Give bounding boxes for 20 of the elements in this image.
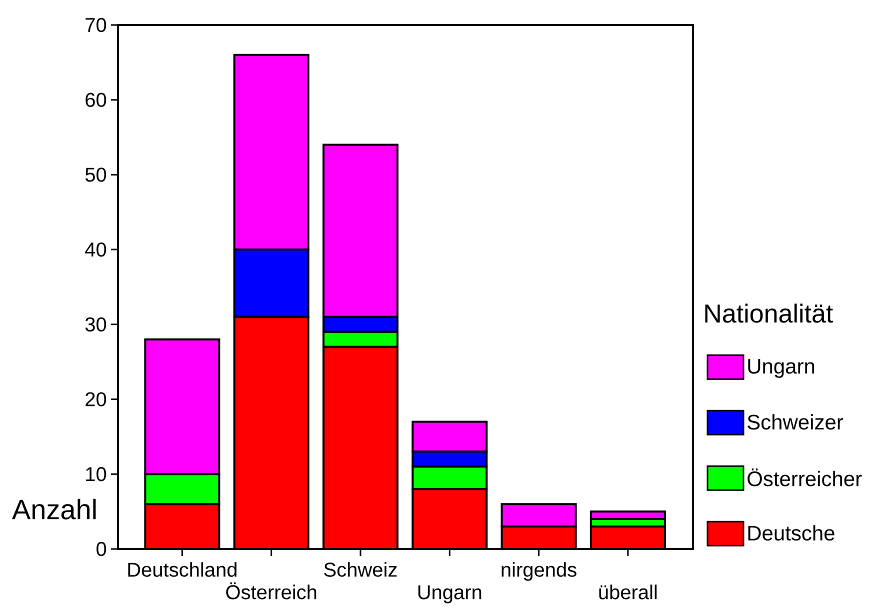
x-tick-label: Ungarn xyxy=(418,585,482,604)
y-tick-label: 40 xyxy=(85,242,106,257)
legend-label: Ungarn xyxy=(748,359,814,378)
x-tick-label: Österreich xyxy=(226,582,316,600)
legend-title: Nationalität xyxy=(705,304,833,323)
y-tick-label: 60 xyxy=(86,92,106,107)
x-tick-label: überall xyxy=(599,584,657,600)
y-axis-title: Anzahl xyxy=(12,498,96,520)
x-tick-label: Deutschland xyxy=(128,562,236,577)
legend-label: Österreicher xyxy=(748,468,862,486)
y-tick-label: 0 xyxy=(96,542,106,556)
x-tick-label: nirgends xyxy=(502,562,576,581)
y-tick-label: 70 xyxy=(86,18,106,32)
y-tick-label: 20 xyxy=(86,392,106,406)
y-tick-label: 10 xyxy=(86,467,106,482)
legend-label: Deutsche xyxy=(748,525,834,541)
x-tick-label: Schweiz xyxy=(324,562,397,577)
legend-label: Schweizer xyxy=(748,414,844,430)
y-tick-label: 30 xyxy=(85,317,106,332)
y-tick-label: 50 xyxy=(85,168,106,182)
